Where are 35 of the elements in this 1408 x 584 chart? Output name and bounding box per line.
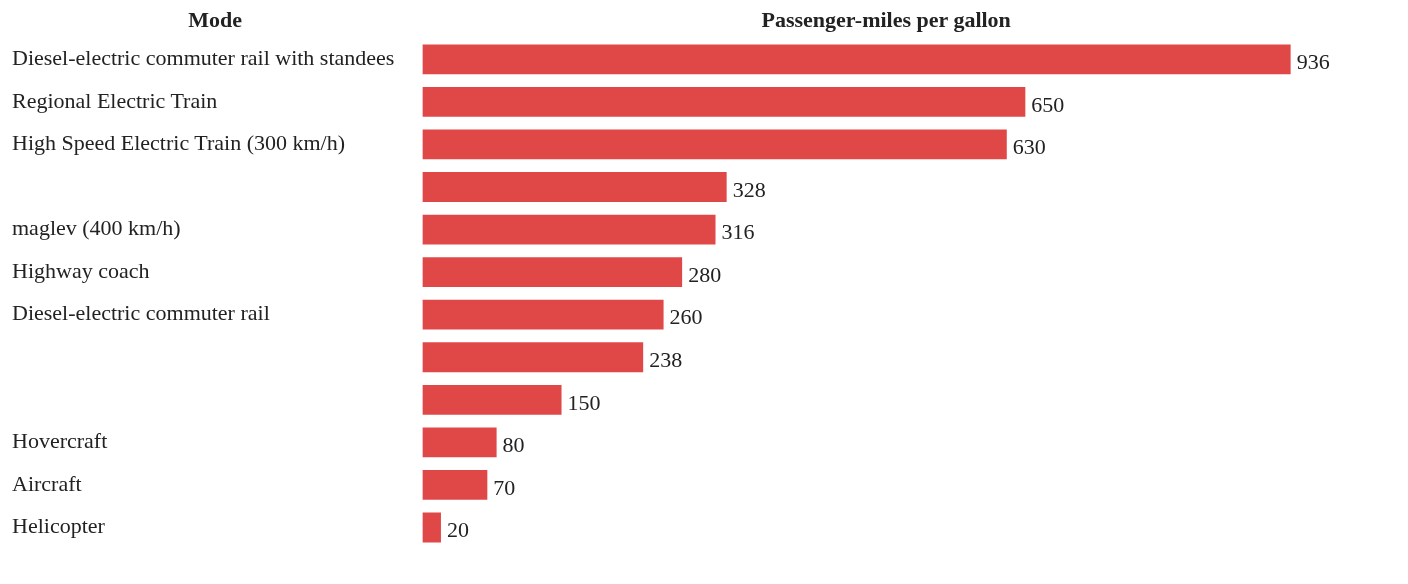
bar — [422, 384, 562, 415]
y-tick-label: maglev (400 km/h) — [12, 215, 181, 241]
bar — [422, 44, 1291, 75]
y-tick-label: Diesel-electric commuter rail with standees — [12, 45, 395, 71]
data-label: 80 — [502, 432, 525, 458]
data-label: 328 — [732, 176, 766, 202]
y-tick-label: Helicopter — [12, 513, 106, 539]
data-label: 936 — [1296, 49, 1330, 75]
bar — [422, 86, 1026, 117]
bar — [422, 129, 1007, 160]
data-label: 20 — [446, 517, 469, 543]
bar — [422, 172, 727, 202]
bar — [422, 257, 683, 288]
x-axis-title: Passenger-miles per gallon — [761, 6, 1011, 32]
data-label: 238 — [649, 347, 683, 373]
y-tick-label: Diesel-electric commuter rail — [12, 300, 270, 326]
data-label: 150 — [567, 389, 601, 415]
y-tick-label: Highway coach — [12, 257, 150, 283]
data-label: 280 — [688, 261, 722, 287]
data-label: 316 — [721, 219, 755, 245]
y-tick-label: Aircraft — [12, 470, 82, 496]
y-tick-label: Regional Electric Train — [12, 87, 218, 113]
data-label: 70 — [493, 474, 516, 500]
y-axis-title: Mode — [188, 6, 243, 32]
bar — [422, 427, 497, 458]
bar — [422, 342, 644, 373]
bar — [422, 512, 441, 543]
y-tick-label: Hovercraft — [12, 428, 108, 454]
data-label: 630 — [1012, 134, 1046, 160]
bar — [422, 299, 664, 330]
y-tick-label: High Speed Electric Train (300 km/h) — [12, 130, 346, 156]
bar — [422, 470, 488, 500]
data-label: 650 — [1031, 91, 1065, 117]
bar — [422, 214, 716, 245]
data-label: 260 — [669, 304, 703, 330]
